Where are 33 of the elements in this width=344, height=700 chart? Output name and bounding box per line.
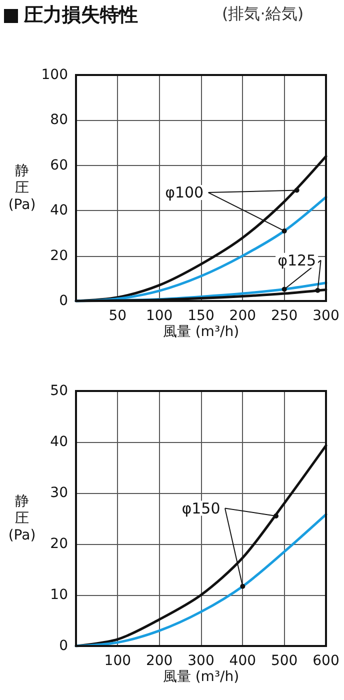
x-tick-label: 100 xyxy=(104,653,132,669)
x-tick-label: 600 xyxy=(312,653,340,669)
y-axis-title: 静圧(Pa) xyxy=(8,494,36,544)
x-tick-label: 200 xyxy=(146,653,173,669)
x-tick-label: 50 xyxy=(108,308,127,324)
x-tick-label: 150 xyxy=(188,308,214,324)
x-tick-label: 200 xyxy=(229,308,256,324)
y-tick-label: 100 xyxy=(41,67,68,83)
x-axis-title: 風量 (m³/h) xyxy=(162,324,240,340)
x-tick-label: 300 xyxy=(312,308,340,324)
annotation: φ100 xyxy=(165,184,204,202)
annotation: φ125 xyxy=(278,251,316,270)
y-tick-label: 80 xyxy=(50,112,68,128)
y-tick-label: 50 xyxy=(50,383,68,399)
x-tick-label: 250 xyxy=(270,308,298,324)
y-tick-label: 40 xyxy=(50,434,68,450)
x-tick-label: 400 xyxy=(229,653,256,669)
y-tick-label: 0 xyxy=(59,293,68,309)
chart-title: 圧力損失特性 xyxy=(24,3,138,28)
y-tick-label: 30 xyxy=(50,485,68,501)
annotation: φ150 xyxy=(182,499,220,518)
x-axis-title: 風量 (m³/h) xyxy=(162,669,240,685)
y-tick-label: 0 xyxy=(59,638,68,654)
x-tick-label: 300 xyxy=(188,653,214,669)
y-tick-label: 60 xyxy=(50,157,68,174)
y-tick-label: 20 xyxy=(50,248,68,264)
y-tick-label: 40 xyxy=(50,202,68,219)
y-tick-label: 20 xyxy=(50,536,68,552)
y-tick-label: 10 xyxy=(50,587,68,603)
chart-subtitle: (排気·給気) xyxy=(222,4,304,25)
y-axis-title: 静圧(Pa) xyxy=(8,163,36,213)
x-tick-label: 100 xyxy=(146,308,173,324)
x-tick-label: 500 xyxy=(270,653,298,669)
